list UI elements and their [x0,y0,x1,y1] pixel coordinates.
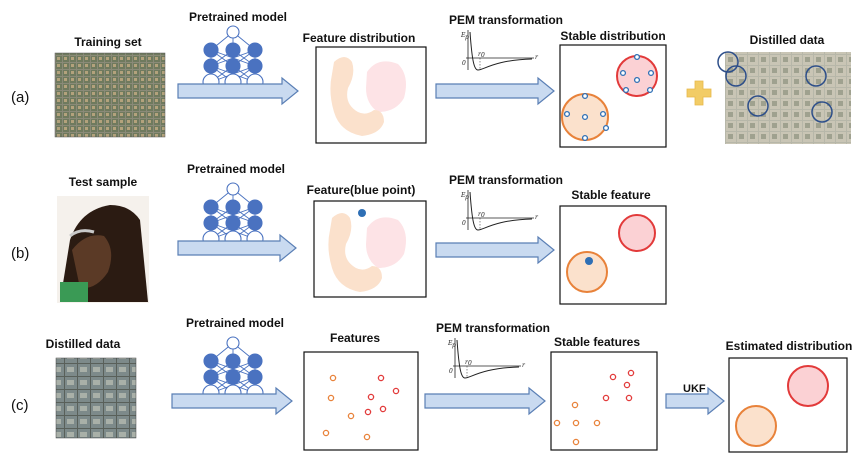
r0-label: r [465,359,469,366]
stable-feature-title: Stable feature [571,188,651,202]
pretrained-model-title-c: Pretrained model [186,316,284,330]
origin-label: 0 [462,60,466,67]
training-set-image [54,52,166,138]
row-label-b: (b) [11,245,29,262]
neural-network-icon-c [202,336,264,402]
pem-transformation-title-a: PEM transformation [449,13,563,27]
row-label-c: (c) [11,397,29,414]
neural-network-icon-b [202,182,264,248]
pretrained-model-title-a: Pretrained model [189,10,287,24]
distilled-data-image-c [55,357,137,439]
estimated-distribution-panel [728,357,848,453]
ukf-label: UKF [683,383,706,395]
arrow-feature-to-stable-a [435,76,555,106]
pem-transformation-title-b: PEM transformation [449,173,563,187]
stable-feature-panel [559,205,667,305]
orange-cluster-blob [330,57,384,136]
x-axis-label: r [535,214,539,221]
test-sample-title: Test sample [69,175,138,189]
pink-cluster-blob [366,61,406,112]
origin-label: 0 [462,220,466,227]
row-label-a: (a) [11,89,29,106]
features-panel [303,351,419,451]
arrow-model-to-feature-a [177,76,299,106]
y-axis-subscript: p [465,194,469,201]
blue-stable-point [585,257,593,265]
y-axis-label: E [460,32,466,39]
feature-blue-point-panel [313,200,427,298]
x-axis-label: r [535,54,539,61]
arrow-model-to-feature-c [171,386,293,416]
arrow-feature-to-stable-c [424,386,546,416]
stable-distribution-panel [559,44,667,148]
neural-network-icon-a [202,25,264,91]
stable-features-panel [550,351,658,451]
y-axis-subscript: p [452,342,456,349]
r0-subscript: 0 [481,52,485,59]
distilled-data-image-a [717,51,851,144]
r0-label: r [478,211,482,218]
arrow-ukf [665,386,725,416]
blue-feature-point [358,209,366,217]
estimated-distribution-title: Estimated distribution [726,339,853,353]
feature-distribution-panel [315,46,427,144]
training-set-title: Training set [74,35,141,49]
arrow-feature-to-stable-b [435,235,555,265]
r0-subscript: 0 [481,212,485,219]
boundary-points [563,53,655,142]
stable-features-title: Stable features [554,335,640,349]
y-axis-label: E [460,192,466,199]
y-axis-subscript: p [465,34,469,41]
feature-blue-point-title: Feature(blue point) [307,183,416,197]
pem-transformation-title-c: PEM transformation [436,321,550,335]
arrow-model-to-feature-b [177,233,297,263]
feature-distribution-title: Feature distribution [303,31,416,45]
r0-label: r [478,51,482,58]
pretrained-model-title-b: Pretrained model [187,162,285,176]
distilled-data-title-c: Distilled data [46,337,121,351]
origin-label: 0 [449,368,453,375]
test-sample-image [57,196,149,303]
x-axis-label: r [522,362,526,369]
stable-distribution-title: Stable distribution [560,29,665,43]
plus-icon [686,80,712,106]
y-axis-label: E [447,340,453,347]
features-title: Features [330,331,380,345]
r0-subscript: 0 [468,360,472,367]
distilled-data-title-a: Distilled data [750,33,825,47]
